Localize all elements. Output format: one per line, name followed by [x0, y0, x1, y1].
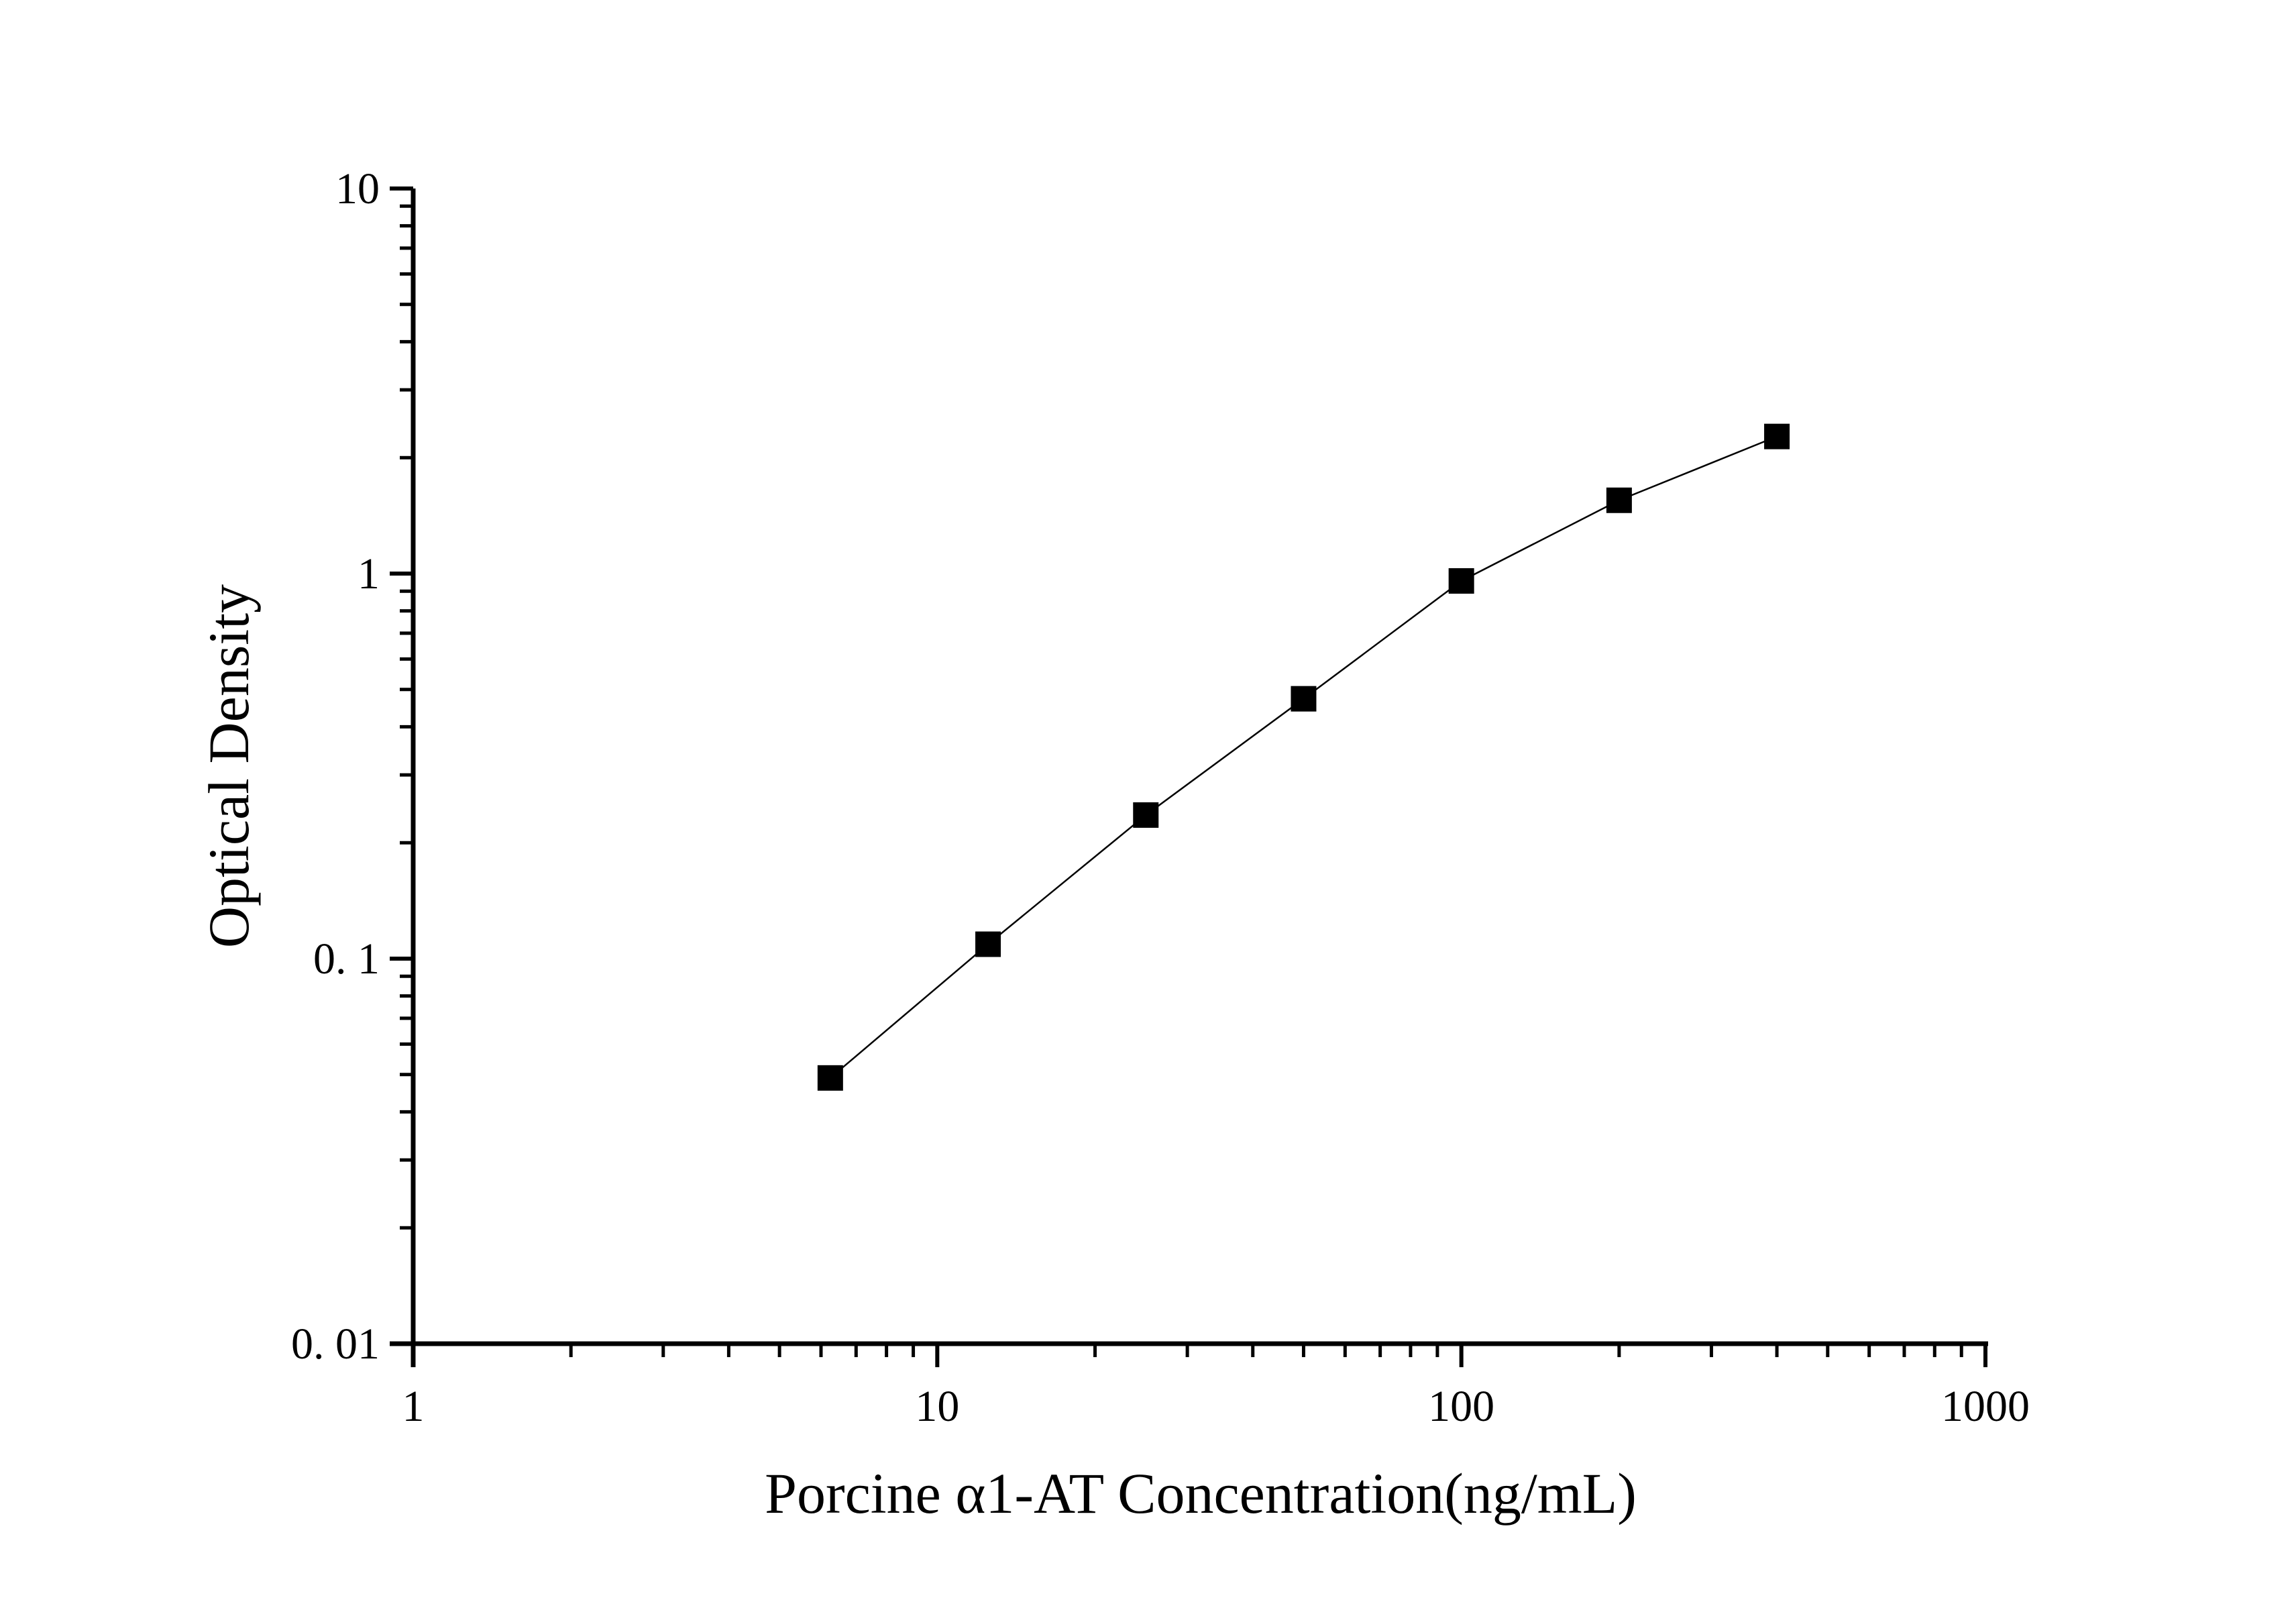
x-tick-label: 100	[1428, 1382, 1494, 1431]
data-series	[817, 423, 1790, 1091]
data-point	[817, 1065, 843, 1091]
series-line	[830, 435, 1778, 1079]
data-point	[1606, 487, 1632, 513]
data-point	[1291, 686, 1317, 712]
tick-labels: 0. 01 0. 1 1 10 1 10 100 1000	[291, 164, 2030, 1431]
data-point	[1133, 802, 1159, 828]
data-point	[1448, 568, 1474, 594]
axes	[390, 186, 1988, 1367]
y-tick-label: 10	[335, 164, 380, 213]
x-axis-label: Porcine α1-AT Concentration(ng/mL)	[765, 1461, 1637, 1526]
y-tick-label: 1	[358, 549, 380, 598]
y-tick-label: 0. 1	[313, 934, 380, 983]
data-point	[1764, 423, 1790, 449]
y-axis-label: Optical Density	[197, 584, 261, 948]
x-tick-label: 1	[402, 1382, 425, 1431]
y-tick-label: 0. 01	[291, 1320, 380, 1369]
x-tick-label: 10	[915, 1382, 959, 1431]
data-point	[975, 931, 1001, 957]
x-tick-label: 1000	[1941, 1382, 2030, 1431]
